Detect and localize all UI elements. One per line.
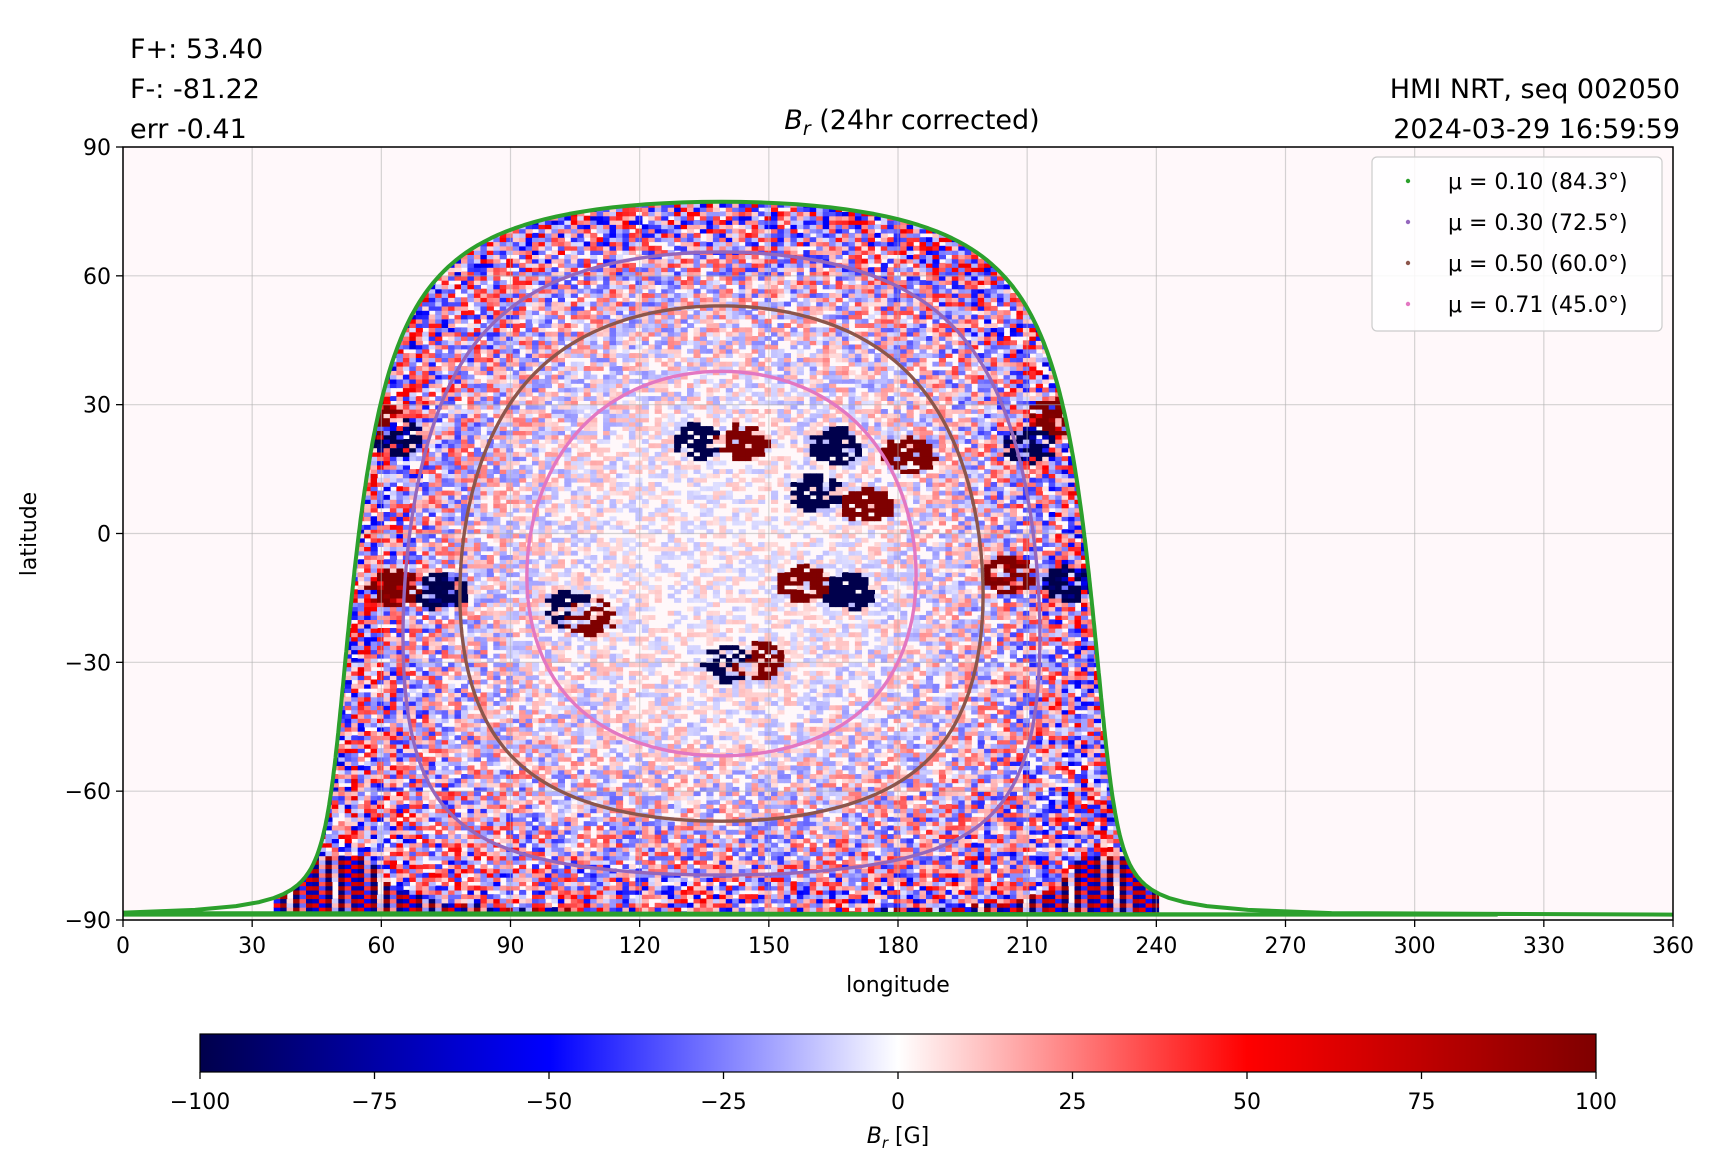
legend-label: μ = 0.30 (72.5°)	[1448, 211, 1628, 236]
x-tick-label: 60	[367, 934, 395, 959]
legend-marker	[1405, 178, 1411, 184]
x-tick-label: 360	[1652, 934, 1694, 959]
colorbar-tick-label: 50	[1233, 1090, 1261, 1115]
colorbar-tick-label: 100	[1575, 1090, 1617, 1115]
y-axis-ticks: −90 −60 −30 0 30 60 90	[65, 136, 123, 934]
x-tick-label: 0	[116, 934, 130, 959]
legend-label: μ = 0.71 (45.0°)	[1448, 293, 1628, 318]
y-tick-label: 0	[97, 523, 111, 548]
legend-label: μ = 0.10 (84.3°)	[1448, 170, 1628, 195]
y-axis-label: latitude	[17, 492, 42, 576]
legend-marker	[1405, 260, 1411, 266]
colorbar-tick-label: −75	[351, 1090, 397, 1115]
positive-flux: F+: 53.40	[130, 34, 264, 65]
x-axis-ticks: 0 30 60 90 120 150 180 210 240 270 300 330 360	[116, 920, 1694, 959]
colorbar-ticks: −100 −75 −50 −25 0 25 50 75 100	[170, 1072, 1617, 1115]
x-tick-label: 90	[497, 934, 525, 959]
contour-mu-0.10	[123, 199, 1673, 917]
contour-mu-0.71	[525, 369, 918, 758]
colorbar-tick-label: −50	[526, 1090, 572, 1115]
legend-box	[1371, 156, 1663, 332]
x-axis-label: longitude	[846, 973, 950, 998]
y-tick-label: 90	[83, 136, 111, 161]
x-tick-label: 180	[877, 934, 919, 959]
legend-marker	[1405, 301, 1411, 307]
colorbar-gradient	[199, 1033, 1597, 1073]
colorbar-tick-label: 0	[891, 1090, 905, 1115]
legend: μ = 0.10 (84.3°) μ = 0.30 (72.5°) μ = 0.50…	[1371, 156, 1663, 332]
x-tick-label: 270	[1265, 934, 1307, 959]
legend-label: μ = 0.50 (60.0°)	[1448, 252, 1628, 277]
timestamp-label: 2024-03-29 16:59:59	[1393, 114, 1680, 145]
legend-marker	[1405, 219, 1411, 225]
flux-error: err -0.41	[130, 114, 247, 145]
x-tick-label: 330	[1523, 934, 1565, 959]
contour-mu-0.50	[458, 304, 985, 823]
x-tick-label: 120	[619, 934, 661, 959]
negative-flux: F-: -81.22	[130, 74, 260, 105]
contour-mu-0.30	[401, 250, 1042, 877]
mu-contours	[123, 199, 1673, 917]
colorbar-label: Br [G]	[867, 1124, 929, 1152]
y-tick-label: 30	[83, 394, 111, 419]
observation-info: HMI NRT, seq 002050 2024-03-29 16:59:59	[1390, 70, 1680, 150]
instrument-label: HMI NRT, seq 002050	[1389, 74, 1680, 105]
x-tick-label: 300	[1394, 934, 1436, 959]
x-tick-label: 30	[238, 934, 266, 959]
chart-title: Br (24hr corrected)	[784, 105, 1039, 140]
x-tick-label: 150	[748, 934, 790, 959]
x-tick-label: 210	[1006, 934, 1048, 959]
colorbar: −100 −75 −50 −25 0 25 50 75 100 Br [G]	[170, 1033, 1617, 1152]
x-tick-label: 240	[1135, 934, 1177, 959]
y-tick-label: −60	[65, 780, 111, 805]
colorbar-tick-label: 75	[1408, 1090, 1436, 1115]
flux-stats: F+: 53.40 F-: -81.22 err -0.41	[130, 30, 263, 150]
colorbar-tick-label: −100	[170, 1090, 230, 1115]
plot-area: 0 30 60 90 120 150 180 210 240 270 300 330 360 −90−6…	[17, 136, 1694, 998]
colorbar-tick-label: 25	[1059, 1090, 1087, 1115]
y-tick-label: −30	[65, 651, 111, 676]
y-tick-label: 60	[83, 265, 111, 290]
colorbar-tick-label: −25	[700, 1090, 746, 1115]
y-tick-label: −90	[65, 909, 111, 934]
